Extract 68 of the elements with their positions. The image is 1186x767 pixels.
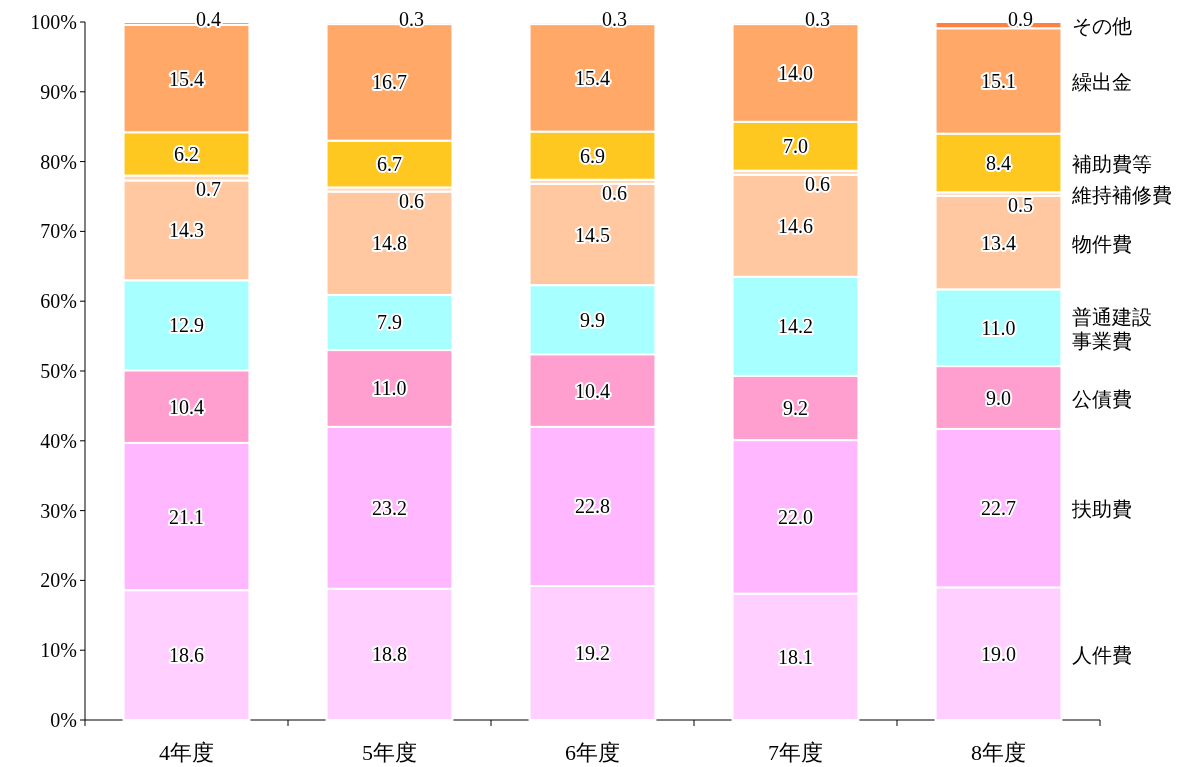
data-label: 9.0 — [986, 386, 1011, 409]
data-label: 13.4 — [981, 231, 1016, 254]
data-label: 18.8 — [372, 643, 407, 666]
data-label: 7.0 — [783, 135, 808, 158]
data-label: 22.7 — [981, 497, 1016, 520]
series-label: 人件費 — [1072, 643, 1132, 666]
data-label: 11.0 — [372, 377, 407, 400]
data-label: 0.3 — [805, 8, 830, 30]
data-label: 19.0 — [981, 642, 1016, 665]
data-label: 22.8 — [575, 495, 610, 518]
data-label: 10.4 — [169, 395, 204, 418]
data-label: 0.5 — [1008, 193, 1033, 216]
y-tick-label: 90% — [40, 80, 77, 103]
y-tick-label: 100% — [30, 11, 77, 33]
y-tick-label: 0% — [50, 709, 77, 731]
x-tick-label: 7年度 — [768, 740, 823, 765]
data-label: 23.2 — [372, 496, 407, 519]
series-label: 繰出金 — [1071, 70, 1132, 93]
data-label: 21.1 — [169, 505, 204, 528]
data-label: 14.6 — [778, 214, 813, 237]
data-label: 0.6 — [602, 181, 627, 204]
series-label: 補助費等 — [1072, 153, 1152, 175]
data-label: 10.4 — [575, 379, 610, 402]
data-label: 14.2 — [778, 315, 813, 338]
data-label: 6.7 — [377, 153, 402, 176]
data-label: 12.9 — [169, 314, 204, 337]
data-label: 16.7 — [372, 71, 407, 94]
data-label: 0.6 — [805, 172, 830, 195]
series-label: 物件費 — [1072, 232, 1132, 255]
y-tick-label: 80% — [40, 150, 77, 173]
series-label: 普通建設事業費 — [1072, 305, 1152, 352]
data-label: 18.1 — [778, 645, 813, 668]
data-label: 15.1 — [981, 69, 1016, 92]
data-label: 22.0 — [778, 505, 813, 528]
series-label: その他 — [1072, 15, 1132, 38]
y-tick-label: 40% — [40, 429, 77, 452]
data-label: 8.4 — [986, 152, 1011, 174]
data-label: 14.0 — [778, 61, 813, 84]
data-label: 0.3 — [602, 8, 627, 30]
data-label: 6.2 — [174, 142, 199, 165]
x-tick-label: 5年度 — [362, 740, 417, 765]
data-label: 11.0 — [981, 316, 1016, 339]
data-label: 0.7 — [196, 178, 221, 201]
x-tick-label: 8年度 — [971, 740, 1026, 765]
data-label: 0.3 — [399, 8, 424, 30]
data-label: 18.6 — [169, 644, 204, 667]
series-label: 公債費 — [1072, 387, 1132, 410]
x-tick-label: 6年度 — [565, 740, 620, 765]
y-tick-label: 50% — [40, 360, 77, 382]
series-label: 維持補修費 — [1071, 184, 1172, 207]
data-label: 9.2 — [783, 396, 808, 419]
data-label: 19.2 — [575, 641, 610, 664]
data-label: 7.9 — [377, 311, 402, 334]
data-label: 15.4 — [169, 67, 204, 90]
data-label: 0.6 — [399, 189, 424, 212]
y-tick-label: 70% — [40, 220, 77, 243]
y-tick-label: 20% — [40, 569, 77, 592]
series-label: 扶助費 — [1071, 498, 1132, 521]
x-tick-label: 4年度 — [159, 740, 214, 765]
data-label: 15.4 — [575, 66, 610, 89]
y-tick-label: 10% — [40, 639, 77, 662]
data-label: 14.5 — [575, 223, 610, 246]
data-label: 9.9 — [580, 308, 605, 331]
data-label: 14.3 — [169, 219, 204, 242]
y-tick-label: 60% — [40, 290, 77, 313]
y-tick-label: 30% — [40, 499, 77, 522]
data-label: 14.8 — [372, 232, 407, 255]
data-label: 6.9 — [580, 144, 605, 167]
